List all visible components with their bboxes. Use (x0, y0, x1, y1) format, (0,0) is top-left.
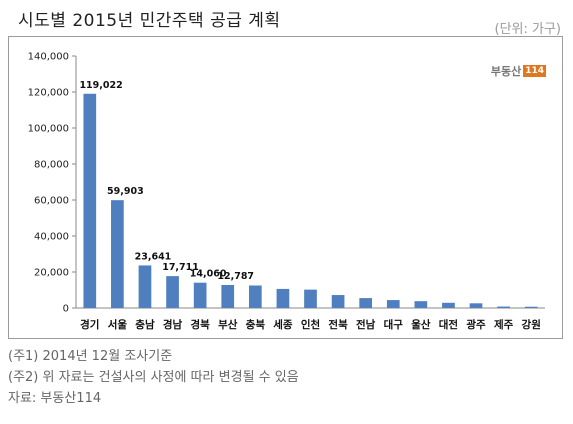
x-tick-label: 대구 (384, 318, 404, 331)
bar (386, 300, 400, 308)
x-tick-label: 경남 (163, 318, 183, 331)
logo-badge: 114 (523, 65, 546, 77)
note-1: (주1) 2014년 12월 조사기준 (8, 349, 173, 364)
y-tick-label: 0 (63, 304, 69, 315)
bar (248, 285, 262, 308)
x-tick-label: 부산 (218, 318, 238, 331)
chart-title: 시도별 2015년 민간주택 공급 계획 (18, 11, 281, 31)
x-tick-label: 경기 (80, 318, 99, 331)
bar (111, 200, 124, 308)
data-label: 14,060 (190, 269, 227, 280)
bar (359, 298, 373, 308)
x-tick-label: 강원 (522, 318, 541, 331)
bar (138, 265, 152, 308)
x-tick-label: 광주 (466, 319, 486, 331)
notes: (주1) 2014년 12월 조사기준 (주2) 위 자료는 건설사의 사정에 … (8, 346, 299, 409)
x-tick-label: 경북 (190, 318, 210, 331)
logo-text: 부동산 (490, 65, 522, 78)
y-tick-label: 140,000 (28, 52, 69, 63)
bar (469, 303, 483, 308)
bar (442, 302, 455, 308)
x-tick-label: 서울 (108, 318, 128, 331)
y-tick-label: 20,000 (34, 268, 69, 279)
y-tick-label: 100,000 (28, 124, 69, 135)
x-tick-label: 전남 (356, 318, 376, 331)
x-tick-label: 충남 (135, 318, 155, 331)
bar (221, 284, 235, 308)
bar-chart: 0 20,000 40,000 60,000 80,000 100,000 120,000 1… (28, 52, 545, 331)
bar (276, 288, 290, 308)
data-label: 23,641 (135, 251, 172, 262)
y-tick-label: 80,000 (34, 160, 69, 171)
bar (497, 306, 510, 308)
bar (193, 282, 207, 308)
data-label: 119,022 (79, 80, 122, 91)
x-tick-label: 세종 (273, 318, 293, 331)
x-tick-label: 울산 (411, 318, 431, 331)
data-label: 17,711 (162, 262, 199, 273)
data-label: 59,903 (107, 186, 144, 197)
x-tick-label: 충북 (246, 318, 266, 331)
chart-area: 0 20,000 40,000 60,000 80,000 100,000 120,000 1… (8, 36, 563, 339)
note-2: (주2) 위 자료는 건설사의 사정에 따라 변경될 수 있음 (8, 370, 299, 385)
y-tick-label: 120,000 (28, 88, 69, 99)
source-note: 자료: 부동산114 (8, 391, 102, 406)
x-tick-label: 인천 (301, 318, 320, 331)
bar (414, 301, 428, 308)
x-tick-label: 대전 (439, 318, 458, 331)
bar (304, 289, 317, 308)
bar (331, 295, 345, 308)
y-tick-label: 60,000 (34, 196, 69, 207)
bar (166, 276, 179, 308)
bar (524, 306, 538, 308)
y-tick-label: 40,000 (34, 232, 69, 243)
x-tick-label: 전북 (328, 318, 348, 331)
bar (83, 93, 97, 308)
data-label: 12,787 (217, 271, 254, 282)
logo: 부동산 114 (491, 63, 546, 79)
x-tick-label: 제주 (494, 318, 514, 331)
unit-label: (단위: 가구) (494, 22, 562, 37)
